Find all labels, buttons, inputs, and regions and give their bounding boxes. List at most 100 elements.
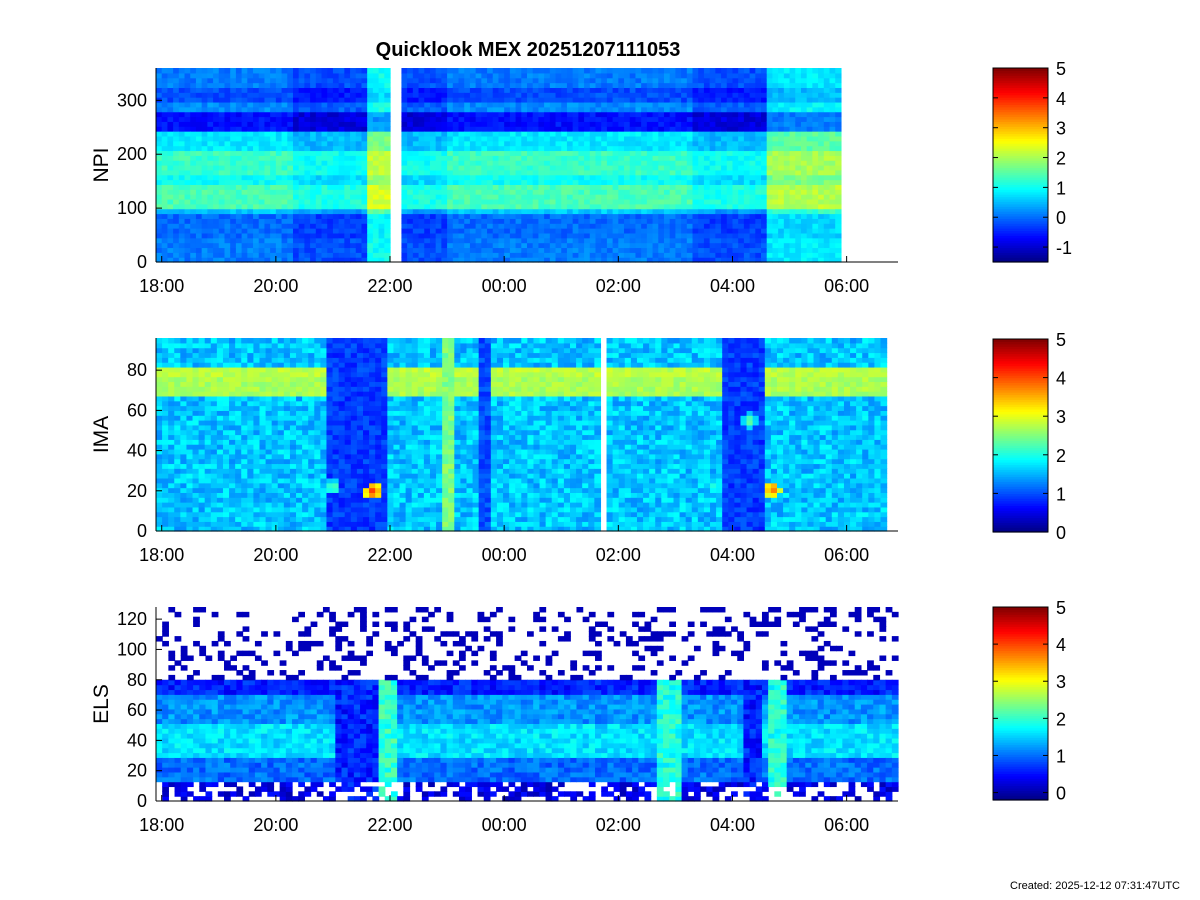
heatmap-cell <box>795 131 802 137</box>
heatmap-cell <box>241 169 248 176</box>
heatmap-cell <box>481 92 488 98</box>
heatmap-cell <box>635 179 642 185</box>
heatmap-cell <box>806 82 813 88</box>
heatmap-cell <box>201 72 208 79</box>
heatmap-cell <box>424 101 431 108</box>
heatmap-cell <box>698 106 705 113</box>
heatmap-cell <box>355 218 363 224</box>
heatmap-cell <box>452 247 460 253</box>
heatmap-cell <box>487 184 494 190</box>
heatmap-cell <box>469 131 477 137</box>
heatmap-cell <box>429 160 437 166</box>
heatmap-cell <box>241 97 248 103</box>
heatmap-cell <box>755 140 762 147</box>
heatmap-cell <box>783 135 791 142</box>
heatmap-cell <box>761 155 768 161</box>
heatmap-cell <box>213 218 220 224</box>
heatmap-cell <box>429 208 437 215</box>
heatmap-cell <box>190 194 197 200</box>
heatmap-cell <box>361 247 368 253</box>
heatmap-cell <box>201 247 208 253</box>
heatmap-cell <box>715 82 722 88</box>
heatmap-cell <box>544 165 551 171</box>
heatmap-cell <box>703 150 711 156</box>
heatmap-cell <box>401 179 408 185</box>
heatmap-cell <box>230 213 237 219</box>
heatmap-cell <box>321 68 328 74</box>
heatmap-cell <box>686 247 694 253</box>
heatmap-cell <box>253 97 260 103</box>
heatmap-cell <box>669 213 676 219</box>
heatmap-cell <box>509 165 517 171</box>
heatmap-cell <box>407 179 414 185</box>
heatmap-cell <box>783 165 791 171</box>
heatmap-cell <box>447 87 454 93</box>
heatmap-cell <box>441 242 448 249</box>
heatmap-cell <box>761 68 768 74</box>
heatmap-cell <box>321 72 328 79</box>
heatmap-cell <box>407 145 414 152</box>
heatmap-cell <box>544 184 551 190</box>
heatmap-cell <box>264 165 271 171</box>
heatmap-cell <box>641 208 648 215</box>
heatmap-cell <box>332 111 340 118</box>
heatmap-cell <box>281 116 288 122</box>
heatmap-cell <box>509 169 517 176</box>
heatmap-cell <box>761 160 768 166</box>
heatmap-cell <box>162 405 169 411</box>
heatmap-cell <box>162 497 169 503</box>
heatmap-cell <box>469 218 477 224</box>
heatmap-cell <box>487 116 494 122</box>
heatmap-cell <box>669 87 676 93</box>
heatmap-cell <box>458 135 465 142</box>
heatmap-cell <box>732 126 739 132</box>
heatmap-cell <box>715 169 722 176</box>
heatmap-cell <box>361 208 368 215</box>
heatmap-cell <box>429 140 437 147</box>
heatmap-cell <box>629 223 637 229</box>
heatmap-cell <box>464 145 471 152</box>
heatmap-cell <box>629 247 637 253</box>
heatmap-cell <box>315 169 323 176</box>
heatmap-cell <box>190 252 197 258</box>
heatmap-cell <box>241 179 248 185</box>
heatmap-cell <box>635 140 642 147</box>
heatmap-cell <box>321 87 328 93</box>
heatmap-cell <box>167 101 174 108</box>
heatmap-cell <box>247 174 254 181</box>
heatmap-cell <box>658 228 665 234</box>
heatmap-cell <box>635 218 642 224</box>
heatmap-cell <box>521 232 528 239</box>
heatmap-cell <box>367 116 374 122</box>
heatmap-cell <box>795 208 802 215</box>
heatmap-cell <box>709 92 716 98</box>
heatmap-cell <box>544 82 551 88</box>
heatmap-cell <box>601 203 608 210</box>
heatmap-cell <box>658 160 665 166</box>
heatmap-cell <box>167 194 174 200</box>
heatmap-cell <box>361 68 368 74</box>
heatmap-cell <box>806 237 813 244</box>
heatmap-cell <box>703 174 711 181</box>
heatmap-cell <box>264 189 271 195</box>
heatmap-cell <box>168 526 175 532</box>
heatmap-cell <box>378 174 385 181</box>
heatmap-cell <box>606 194 614 200</box>
heatmap-cell <box>447 218 454 224</box>
heatmap-cell <box>378 150 385 156</box>
heatmap-cell <box>766 213 774 219</box>
heatmap-cell <box>538 87 545 93</box>
heatmap-cell <box>161 223 169 229</box>
heatmap-cell <box>521 116 528 122</box>
heatmap-cell <box>174 458 181 465</box>
heatmap-cell <box>618 101 625 108</box>
heatmap-cell <box>355 72 363 79</box>
heatmap-cell <box>812 77 819 84</box>
heatmap-cell <box>812 165 819 171</box>
heatmap-cell <box>492 257 500 263</box>
heatmap-cell <box>612 135 619 142</box>
heatmap-cell <box>721 169 728 176</box>
heatmap-cell <box>304 160 311 166</box>
heatmap-cell <box>235 160 243 166</box>
heatmap-cell <box>572 106 579 113</box>
